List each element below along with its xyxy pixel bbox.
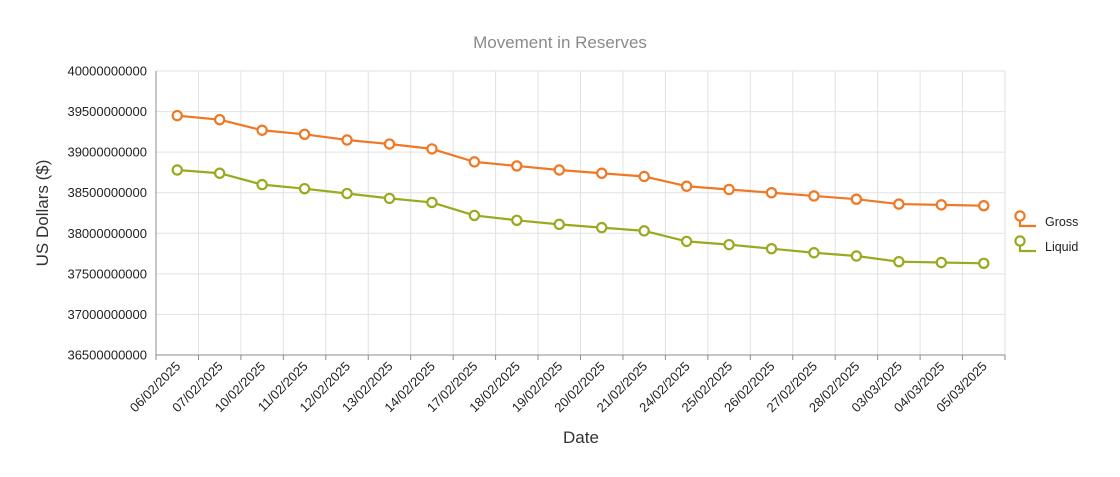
data-point-liquid[interactable]: [638, 225, 650, 237]
data-point-liquid[interactable]: [341, 187, 353, 200]
data-point-gross[interactable]: [171, 109, 183, 122]
data-point-liquid[interactable]: [808, 247, 820, 259]
legend-circle-marker: [1014, 235, 1026, 247]
series-line-gross: [177, 114, 984, 207]
axes: 36500000000 37000000000 37500000000 3800000…: [67, 64, 1006, 415]
data-point-liquid[interactable]: [213, 167, 226, 179]
y-axis-label: US Dollars ($): [33, 160, 52, 267]
series-gross: [171, 109, 990, 212]
y-tick-label: 36500000000: [67, 348, 147, 363]
legend-label: Gross: [1045, 215, 1078, 229]
data-point-liquid[interactable]: [680, 235, 693, 248]
legend-item-liquid[interactable]: Liquid: [1014, 235, 1078, 254]
chart-title: Movement in Reserves: [473, 33, 647, 52]
data-point-liquid[interactable]: [765, 243, 778, 255]
data-point-liquid[interactable]: [511, 214, 523, 227]
data-point-gross[interactable]: [765, 187, 778, 199]
data-point-liquid[interactable]: [553, 218, 565, 231]
data-point-liquid[interactable]: [893, 255, 905, 268]
data-point-gross[interactable]: [808, 190, 820, 202]
data-point-gross[interactable]: [850, 193, 863, 205]
data-point-gross[interactable]: [553, 164, 565, 176]
y-tick-label: 38000000000: [67, 226, 147, 241]
data-point-gross[interactable]: [638, 170, 650, 183]
data-point-liquid[interactable]: [256, 178, 268, 191]
data-point-gross[interactable]: [298, 128, 311, 140]
data-point-gross[interactable]: [723, 183, 735, 196]
data-point-liquid[interactable]: [850, 250, 863, 262]
legend-circle-marker: [1014, 210, 1026, 222]
data-point-liquid[interactable]: [596, 221, 608, 234]
data-point-liquid[interactable]: [298, 182, 311, 195]
data-point-liquid[interactable]: [723, 238, 735, 251]
data-point-gross[interactable]: [426, 143, 438, 155]
y-tick-label: 40000000000: [67, 64, 147, 79]
data-point-liquid[interactable]: [935, 256, 948, 269]
series-layer: [171, 109, 990, 270]
legend[interactable]: Gross Liquid: [1014, 210, 1078, 254]
data-point-gross[interactable]: [341, 134, 353, 146]
data-point-liquid[interactable]: [426, 196, 438, 209]
y-tick-label: 37500000000: [67, 266, 147, 281]
data-point-gross[interactable]: [893, 198, 905, 210]
y-tick-label: 39500000000: [67, 104, 147, 119]
y-tick-label: 37000000000: [67, 307, 147, 322]
x-axis-label: Date: [563, 428, 599, 447]
data-point-liquid[interactable]: [383, 192, 396, 205]
y-tick-label: 38500000000: [67, 185, 147, 200]
data-point-gross[interactable]: [383, 138, 396, 150]
y-tick-label: 39000000000: [67, 145, 147, 160]
data-point-gross[interactable]: [680, 180, 693, 192]
data-point-liquid[interactable]: [978, 257, 990, 270]
data-point-gross[interactable]: [596, 167, 608, 179]
data-point-gross[interactable]: [511, 160, 523, 172]
data-point-liquid[interactable]: [468, 209, 481, 222]
legend-label: Liquid: [1045, 240, 1078, 254]
grid-layer: [155, 70, 1006, 356]
data-point-gross[interactable]: [468, 156, 481, 168]
series-line-liquid: [177, 168, 984, 265]
legend-item-gross[interactable]: Gross: [1014, 210, 1078, 229]
data-point-liquid[interactable]: [171, 164, 183, 176]
data-point-gross[interactable]: [978, 199, 990, 212]
data-point-gross[interactable]: [256, 124, 268, 136]
data-point-gross[interactable]: [935, 199, 948, 211]
series-liquid: [171, 164, 990, 270]
data-point-gross[interactable]: [213, 113, 226, 126]
